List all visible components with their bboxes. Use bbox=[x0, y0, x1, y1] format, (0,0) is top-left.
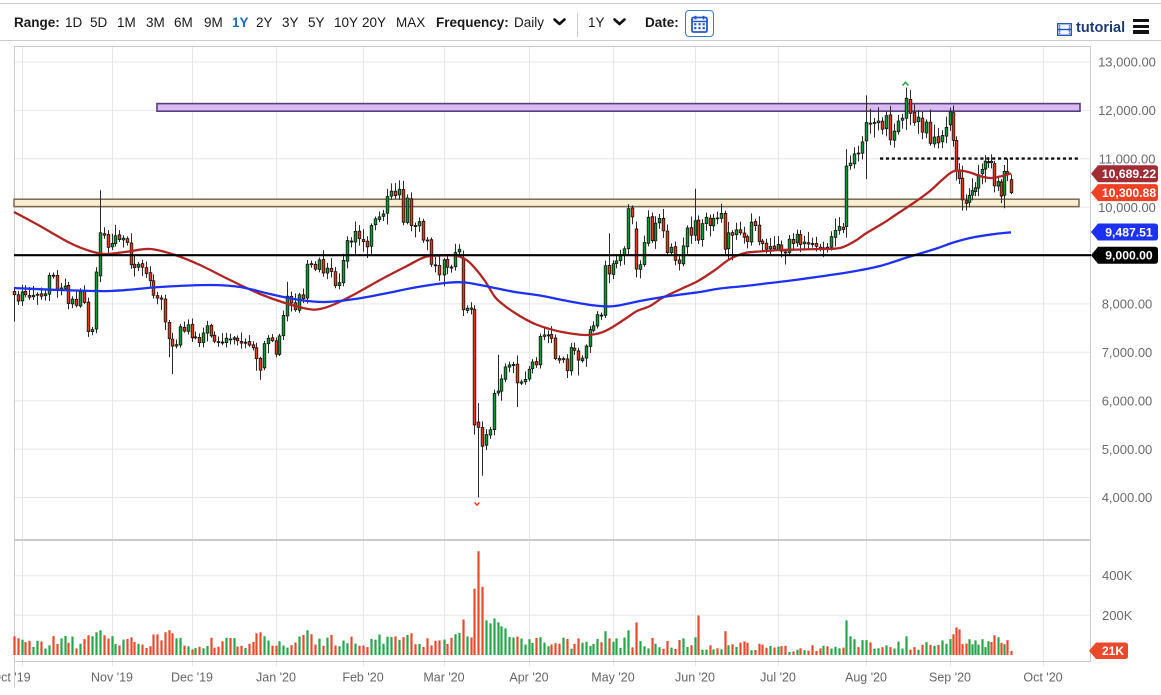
svg-text:10,300.88: 10,300.88 bbox=[1102, 186, 1156, 200]
svg-text:12,000.00: 12,000.00 bbox=[1098, 103, 1156, 118]
svg-text:8,000.00: 8,000.00 bbox=[1102, 297, 1153, 312]
svg-text:6,000.00: 6,000.00 bbox=[1102, 393, 1153, 408]
svg-text:11,000.00: 11,000.00 bbox=[1099, 152, 1156, 167]
svg-text:21K: 21K bbox=[1102, 644, 1124, 658]
svg-text:7,000.00: 7,000.00 bbox=[1102, 345, 1153, 360]
svg-text:Aug '20: Aug '20 bbox=[845, 671, 887, 685]
svg-text:400K: 400K bbox=[1102, 568, 1133, 583]
svg-text:May '20: May '20 bbox=[591, 671, 634, 685]
svg-text:Apr '20: Apr '20 bbox=[509, 671, 548, 685]
svg-text:Jan '20: Jan '20 bbox=[256, 671, 296, 685]
svg-text:Oct '20: Oct '20 bbox=[1023, 671, 1062, 685]
svg-text:Feb '20: Feb '20 bbox=[342, 671, 383, 685]
svg-text:Sep '20: Sep '20 bbox=[929, 671, 971, 685]
svg-text:Oct '19: Oct '19 bbox=[0, 671, 31, 685]
svg-text:13,000.00: 13,000.00 bbox=[1098, 55, 1156, 70]
svg-text:200K: 200K bbox=[1102, 608, 1133, 623]
svg-text:Jun '20: Jun '20 bbox=[675, 671, 715, 685]
svg-text:Dec '19: Dec '19 bbox=[171, 671, 213, 685]
svg-text:5,000.00: 5,000.00 bbox=[1102, 442, 1153, 457]
svg-text:10,000.00: 10,000.00 bbox=[1098, 200, 1156, 215]
svg-text:9,487.51: 9,487.51 bbox=[1105, 225, 1153, 239]
svg-text:Jul '20: Jul '20 bbox=[760, 671, 796, 685]
svg-text:Nov '19: Nov '19 bbox=[91, 671, 133, 685]
svg-text:Mar '20: Mar '20 bbox=[423, 671, 464, 685]
svg-text:9,000.00: 9,000.00 bbox=[1105, 249, 1153, 263]
svg-text:10,689.22: 10,689.22 bbox=[1102, 167, 1156, 181]
svg-text:4,000.00: 4,000.00 bbox=[1102, 490, 1153, 505]
